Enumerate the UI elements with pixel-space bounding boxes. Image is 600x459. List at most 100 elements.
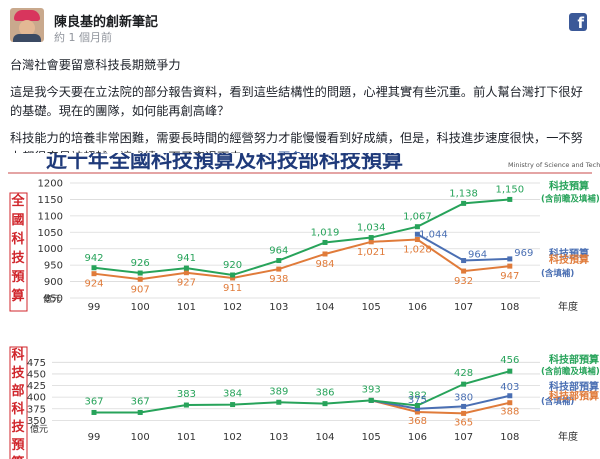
data-point bbox=[276, 399, 282, 405]
x-tick-label: 99 bbox=[88, 432, 101, 443]
data-point bbox=[322, 239, 328, 245]
x-tick-label: 101 bbox=[177, 302, 196, 313]
data-point bbox=[137, 409, 143, 415]
x-tick-label: 107 bbox=[454, 432, 473, 443]
data-point bbox=[507, 368, 513, 374]
data-point bbox=[507, 393, 513, 399]
ministry-label: Ministry of Science and Technology bbox=[508, 161, 600, 169]
data-label: 932 bbox=[454, 276, 473, 287]
x-tick-label: 107 bbox=[454, 302, 473, 313]
x-tick-label: 108 bbox=[500, 302, 519, 313]
side-label-char: 算 bbox=[11, 288, 24, 304]
data-label: 375 bbox=[408, 395, 427, 406]
y-tick-label: 350 bbox=[27, 416, 46, 427]
data-point bbox=[368, 235, 374, 241]
data-point bbox=[91, 271, 97, 277]
side-label-frame bbox=[9, 192, 28, 312]
x-tick-label: 99 bbox=[88, 302, 101, 313]
x-tick-label: 106 bbox=[408, 432, 427, 443]
data-point bbox=[461, 258, 467, 264]
y-tick-label: 950 bbox=[44, 261, 63, 272]
post-paragraph: 這是我今天要在立法院的部分報告資料，看到這些結構性的問題，心裡其實有些沉重。前人… bbox=[10, 85, 583, 118]
data-point bbox=[507, 256, 513, 262]
x-tick-label: 108 bbox=[500, 432, 519, 443]
legend-label: 科技部預算 bbox=[549, 390, 599, 403]
data-label: 382 bbox=[408, 391, 427, 402]
legend-label: 科技部預算 bbox=[549, 380, 599, 393]
y-tick-label: 1200 bbox=[38, 179, 63, 190]
data-point bbox=[414, 237, 420, 243]
series-line bbox=[370, 399, 511, 415]
y-tick-label: 900 bbox=[44, 277, 63, 288]
data-label: 941 bbox=[177, 253, 196, 264]
data-label: 1,021 bbox=[357, 247, 386, 258]
data-label: 383 bbox=[177, 389, 196, 400]
data-point bbox=[276, 258, 282, 264]
x-tick-label: 101 bbox=[177, 432, 196, 443]
facebook-icon[interactable]: f bbox=[569, 13, 587, 31]
data-label: 1,019 bbox=[311, 227, 340, 238]
y-tick-label: 1000 bbox=[38, 244, 63, 255]
y-tick-label: 475 bbox=[27, 358, 46, 369]
data-label: 428 bbox=[454, 368, 473, 379]
post-body: 台灣社會要留意科技長期競爭力 這是我今天要在立法院的部分報告資料，看到這些結構性… bbox=[10, 56, 590, 175]
data-label: 380 bbox=[454, 392, 473, 403]
data-point bbox=[414, 231, 420, 237]
data-label: 403 bbox=[500, 382, 519, 393]
data-point bbox=[91, 265, 97, 271]
x-tick-label: 100 bbox=[131, 302, 150, 313]
side-label-char: 算 bbox=[11, 455, 24, 459]
data-point bbox=[461, 410, 467, 416]
y-tick-label: 850 bbox=[44, 294, 63, 305]
x-tick-label: 104 bbox=[315, 432, 334, 443]
legend-label: 科技預算 bbox=[549, 253, 589, 266]
data-label: 393 bbox=[362, 384, 381, 395]
legend-label: 科技預算 bbox=[549, 179, 589, 192]
data-point bbox=[137, 276, 143, 282]
data-label: 942 bbox=[84, 253, 103, 264]
x-axis-label: 年度 bbox=[558, 300, 578, 313]
data-point bbox=[230, 272, 236, 278]
x-axis-label: 年度 bbox=[558, 430, 578, 443]
data-label: 927 bbox=[177, 278, 196, 289]
data-point bbox=[414, 403, 420, 408]
data-point bbox=[230, 402, 236, 408]
series-line bbox=[93, 198, 510, 277]
data-label: 1,034 bbox=[357, 223, 386, 234]
data-point bbox=[461, 381, 467, 387]
x-tick-label: 104 bbox=[315, 302, 334, 313]
data-label: 386 bbox=[315, 388, 334, 399]
data-point bbox=[414, 406, 420, 412]
author-name[interactable]: 陳良基的創新筆記 bbox=[54, 15, 159, 30]
x-tick-label: 103 bbox=[269, 302, 288, 313]
data-label: 1,067 bbox=[403, 212, 432, 223]
legend-label: (含前瞻及填補) bbox=[541, 193, 600, 204]
side-label-char: 技 bbox=[11, 419, 25, 435]
data-label: 1,150 bbox=[495, 184, 524, 195]
post-timestamp[interactable]: 約 1 個月前 bbox=[54, 31, 112, 44]
data-label: 964 bbox=[468, 250, 487, 261]
x-tick-label: 105 bbox=[362, 432, 381, 443]
x-tick-label: 103 bbox=[269, 432, 288, 443]
data-label: 969 bbox=[514, 248, 533, 259]
data-point bbox=[230, 275, 236, 281]
side-label-char: 技 bbox=[11, 250, 25, 266]
post-paragraph: 台灣社會要留意科技長期競爭力 bbox=[10, 58, 181, 72]
side-label-char: 科 bbox=[11, 401, 24, 417]
x-tick-label: 102 bbox=[223, 302, 242, 313]
data-label: 456 bbox=[500, 355, 519, 366]
legend-label: (含填補) bbox=[541, 268, 574, 279]
series-line bbox=[93, 238, 510, 281]
data-label: 367 bbox=[84, 396, 103, 407]
side-label-char: 預 bbox=[11, 438, 25, 453]
data-label: 389 bbox=[269, 386, 288, 397]
chart-header-text: 近十年全國科技預算及科技部科技預算 bbox=[46, 153, 403, 172]
avatar[interactable] bbox=[10, 8, 44, 42]
post-chart-image[interactable]: 近十年全國科技預算及科技部科技預算 Ministry of Science an… bbox=[0, 153, 600, 459]
data-point bbox=[507, 400, 513, 406]
data-label: 926 bbox=[131, 258, 150, 269]
y-tick-label: 400 bbox=[27, 393, 46, 404]
data-label: 920 bbox=[223, 260, 242, 271]
data-point bbox=[183, 265, 189, 271]
